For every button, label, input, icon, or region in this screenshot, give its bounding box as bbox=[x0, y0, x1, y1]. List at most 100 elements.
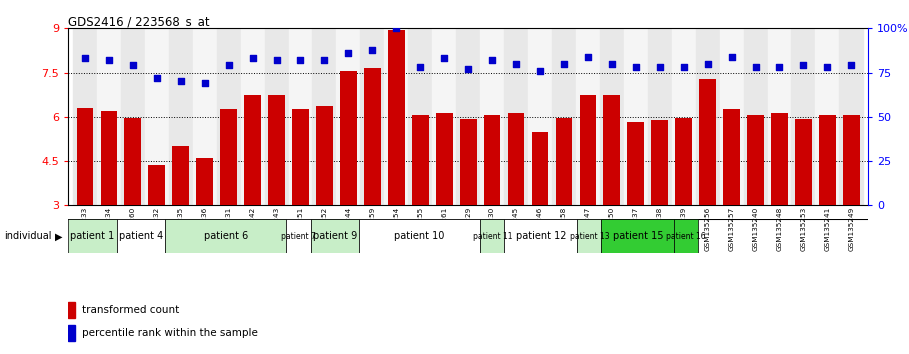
Bar bbox=[576, 28, 600, 205]
Point bbox=[389, 25, 404, 31]
Bar bbox=[652, 120, 668, 205]
Bar bbox=[364, 68, 381, 205]
Bar bbox=[173, 146, 189, 205]
Bar bbox=[432, 28, 456, 205]
Bar bbox=[316, 105, 333, 205]
Bar bbox=[286, 219, 311, 253]
Bar bbox=[744, 28, 767, 205]
Bar bbox=[843, 115, 860, 205]
Bar bbox=[672, 28, 695, 205]
Bar bbox=[552, 28, 576, 205]
Bar bbox=[97, 28, 121, 205]
Bar bbox=[288, 28, 313, 205]
Point bbox=[269, 57, 284, 63]
Bar bbox=[602, 219, 674, 253]
Bar bbox=[674, 219, 698, 253]
Text: individual: individual bbox=[5, 231, 52, 241]
Bar bbox=[216, 28, 241, 205]
Point bbox=[581, 54, 595, 59]
Point bbox=[628, 64, 643, 70]
Text: patient 4: patient 4 bbox=[119, 231, 163, 241]
Bar bbox=[507, 113, 524, 205]
Point bbox=[437, 56, 452, 61]
Bar bbox=[68, 219, 116, 253]
Point bbox=[174, 79, 188, 84]
Bar bbox=[412, 115, 429, 205]
Bar bbox=[795, 119, 812, 205]
Bar bbox=[435, 113, 453, 205]
Text: patient 7: patient 7 bbox=[281, 232, 316, 241]
Point bbox=[197, 80, 212, 86]
Bar bbox=[815, 28, 839, 205]
Bar bbox=[360, 28, 385, 205]
Bar bbox=[580, 95, 596, 205]
Point bbox=[509, 61, 524, 67]
Text: patient 15: patient 15 bbox=[613, 231, 663, 241]
Text: patient 13: patient 13 bbox=[570, 232, 609, 241]
Bar bbox=[359, 219, 480, 253]
Bar bbox=[532, 132, 548, 205]
Bar bbox=[145, 28, 169, 205]
Bar bbox=[121, 28, 145, 205]
Bar bbox=[265, 28, 288, 205]
Bar bbox=[292, 109, 309, 205]
Text: transformed count: transformed count bbox=[82, 305, 179, 315]
Text: patient 1: patient 1 bbox=[70, 231, 115, 241]
Bar bbox=[624, 28, 648, 205]
Point bbox=[748, 64, 763, 70]
Bar bbox=[116, 219, 165, 253]
Point bbox=[125, 63, 140, 68]
Bar bbox=[648, 28, 672, 205]
Text: patient 6: patient 6 bbox=[204, 231, 248, 241]
Point bbox=[773, 64, 787, 70]
Text: GDS2416 / 223568_s_at: GDS2416 / 223568_s_at bbox=[68, 15, 210, 28]
Bar bbox=[340, 70, 356, 205]
Bar bbox=[480, 28, 504, 205]
Point bbox=[676, 64, 691, 70]
Bar bbox=[600, 28, 624, 205]
Bar bbox=[68, 325, 75, 341]
Point bbox=[245, 56, 260, 61]
Bar bbox=[193, 28, 216, 205]
Text: patient 16: patient 16 bbox=[666, 232, 706, 241]
Bar bbox=[268, 95, 285, 205]
Bar bbox=[313, 28, 336, 205]
Bar bbox=[241, 28, 265, 205]
Point bbox=[700, 61, 714, 67]
Bar bbox=[101, 111, 117, 205]
Point bbox=[844, 63, 859, 68]
Point bbox=[484, 57, 499, 63]
Bar bbox=[196, 158, 213, 205]
Bar bbox=[627, 122, 644, 205]
Bar bbox=[76, 108, 94, 205]
Text: patient 11: patient 11 bbox=[473, 232, 512, 241]
Point bbox=[796, 63, 811, 68]
Bar bbox=[604, 95, 620, 205]
Bar bbox=[385, 28, 408, 205]
Bar bbox=[460, 119, 476, 205]
Text: percentile rank within the sample: percentile rank within the sample bbox=[82, 327, 258, 338]
Point bbox=[461, 66, 475, 72]
Bar bbox=[73, 28, 97, 205]
Point bbox=[222, 63, 236, 68]
Bar bbox=[771, 113, 788, 205]
Point bbox=[556, 61, 571, 67]
Bar bbox=[311, 219, 359, 253]
Bar bbox=[767, 28, 792, 205]
Bar bbox=[169, 28, 193, 205]
Point bbox=[341, 50, 355, 56]
Point bbox=[365, 47, 380, 52]
Text: patient 10: patient 10 bbox=[395, 231, 445, 241]
Bar bbox=[456, 28, 480, 205]
Bar bbox=[504, 28, 528, 205]
Bar bbox=[336, 28, 360, 205]
Bar bbox=[747, 115, 764, 205]
Bar bbox=[220, 109, 237, 205]
Bar bbox=[724, 109, 740, 205]
Point bbox=[317, 57, 332, 63]
Bar bbox=[165, 219, 286, 253]
Text: patient 9: patient 9 bbox=[313, 231, 357, 241]
Point bbox=[102, 57, 116, 63]
Bar bbox=[68, 302, 75, 318]
Point bbox=[724, 54, 739, 59]
